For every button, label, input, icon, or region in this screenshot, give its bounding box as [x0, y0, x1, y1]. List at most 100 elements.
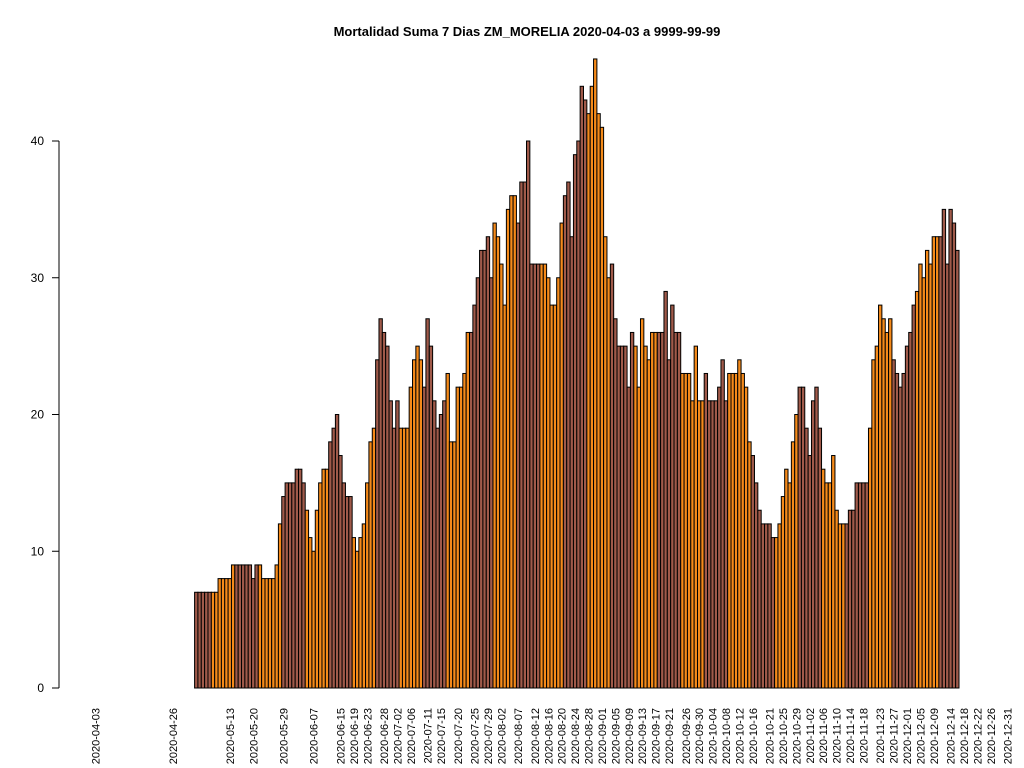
- bar: [338, 455, 343, 689]
- bar: [428, 345, 434, 689]
- bar: [341, 482, 346, 689]
- bar: [881, 318, 886, 689]
- bar: [489, 277, 494, 689]
- bar: [787, 482, 792, 689]
- x-tick-label: 2020-08-24: [570, 708, 582, 764]
- x-tick-label: 2020-05-20: [248, 708, 260, 764]
- bar: [680, 372, 685, 689]
- y-tick-label: 10: [31, 544, 45, 558]
- x-tick-label: 2020-12-18: [959, 708, 971, 764]
- bar: [603, 236, 608, 689]
- y-tick-label: 0: [37, 681, 44, 695]
- x-tick-label: 2020-07-06: [406, 708, 418, 764]
- bar: [730, 372, 735, 689]
- bar: [760, 523, 766, 689]
- bar: [683, 372, 688, 689]
- bar: [650, 331, 655, 689]
- bar: [663, 290, 668, 689]
- bar: [455, 386, 460, 689]
- bar: [609, 263, 615, 689]
- bar: [254, 564, 259, 689]
- bar: [549, 304, 554, 689]
- bar: [401, 427, 407, 689]
- bar: [646, 359, 652, 689]
- bar: [583, 99, 588, 689]
- x-tick-label: 2020-10-25: [778, 708, 790, 764]
- bar: [204, 591, 209, 689]
- bar: [301, 482, 306, 689]
- bar: [318, 482, 323, 689]
- x-tick-label: 2020-07-11: [423, 708, 435, 763]
- bar: [355, 550, 360, 689]
- bar: [432, 400, 437, 689]
- bar: [619, 345, 625, 689]
- bar: [308, 537, 313, 689]
- x-tick-label: 2020-07-02: [392, 708, 404, 764]
- bar: [257, 564, 263, 689]
- x-tick-label: 2020-12-14: [946, 708, 958, 764]
- bar: [931, 236, 937, 689]
- bar: [442, 400, 447, 689]
- bar: [499, 263, 504, 689]
- bar: [344, 496, 350, 689]
- x-tick-label: 2020-09-13: [637, 708, 649, 764]
- bar: [676, 331, 682, 689]
- bar: [408, 386, 414, 689]
- chart-title: Mortalidad Suma 7 Dias ZM_MORELIA 2020-0…: [334, 24, 721, 39]
- bar: [951, 222, 957, 689]
- bar: [398, 427, 403, 689]
- bar: [536, 263, 541, 689]
- bar: [412, 359, 417, 689]
- bar: [589, 85, 595, 689]
- bar: [230, 564, 236, 689]
- bar: [854, 482, 859, 689]
- bar: [629, 331, 635, 689]
- bar: [777, 523, 782, 689]
- x-tick-label: 2020-11-14: [845, 708, 857, 763]
- bar: [727, 372, 732, 689]
- x-tick-label: 2020-04-03: [91, 708, 103, 764]
- bar: [220, 578, 226, 689]
- bar: [810, 400, 816, 689]
- x-tick-label: 2020-08-07: [513, 708, 525, 764]
- bar: [365, 482, 370, 689]
- x-tick-label: 2020-09-05: [610, 708, 622, 764]
- bar: [921, 277, 926, 689]
- x-tick-label: 2020-06-28: [379, 708, 391, 764]
- bar: [552, 304, 558, 689]
- bar: [837, 523, 843, 689]
- bar: [234, 564, 239, 689]
- bar: [371, 427, 377, 689]
- x-tick-label: 2020-07-29: [483, 708, 495, 764]
- bar: [435, 427, 440, 689]
- bar: [717, 386, 722, 689]
- x-tick-label: 2020-12-26: [986, 708, 998, 764]
- y-tick-label: 40: [31, 134, 45, 148]
- bar: [539, 263, 544, 689]
- bar: [361, 523, 367, 689]
- bar: [904, 345, 910, 689]
- bar: [556, 277, 561, 689]
- bar: [656, 331, 662, 689]
- bar: [586, 113, 591, 689]
- bar: [324, 468, 330, 689]
- bar: [797, 386, 802, 689]
- bar: [331, 427, 336, 689]
- bar: [653, 331, 658, 689]
- bar: [914, 290, 920, 689]
- x-tick-label: 2020-12-09: [929, 708, 941, 764]
- bar: [237, 564, 243, 689]
- bar: [733, 372, 739, 689]
- bar: [928, 263, 933, 689]
- bar: [304, 509, 310, 689]
- bar: [924, 249, 930, 689]
- bar: [841, 523, 846, 689]
- bar: [874, 345, 880, 689]
- x-tick-label: 2020-07-20: [453, 708, 465, 764]
- x-axis: 2020-04-03 2020-04-26 2020-05-13 2020-05-20…: [91, 708, 1015, 764]
- bar: [894, 372, 900, 689]
- bar: [576, 140, 581, 689]
- bar: [794, 414, 799, 689]
- x-tick-label: 2020-09-30: [694, 708, 706, 764]
- bar: [579, 85, 584, 689]
